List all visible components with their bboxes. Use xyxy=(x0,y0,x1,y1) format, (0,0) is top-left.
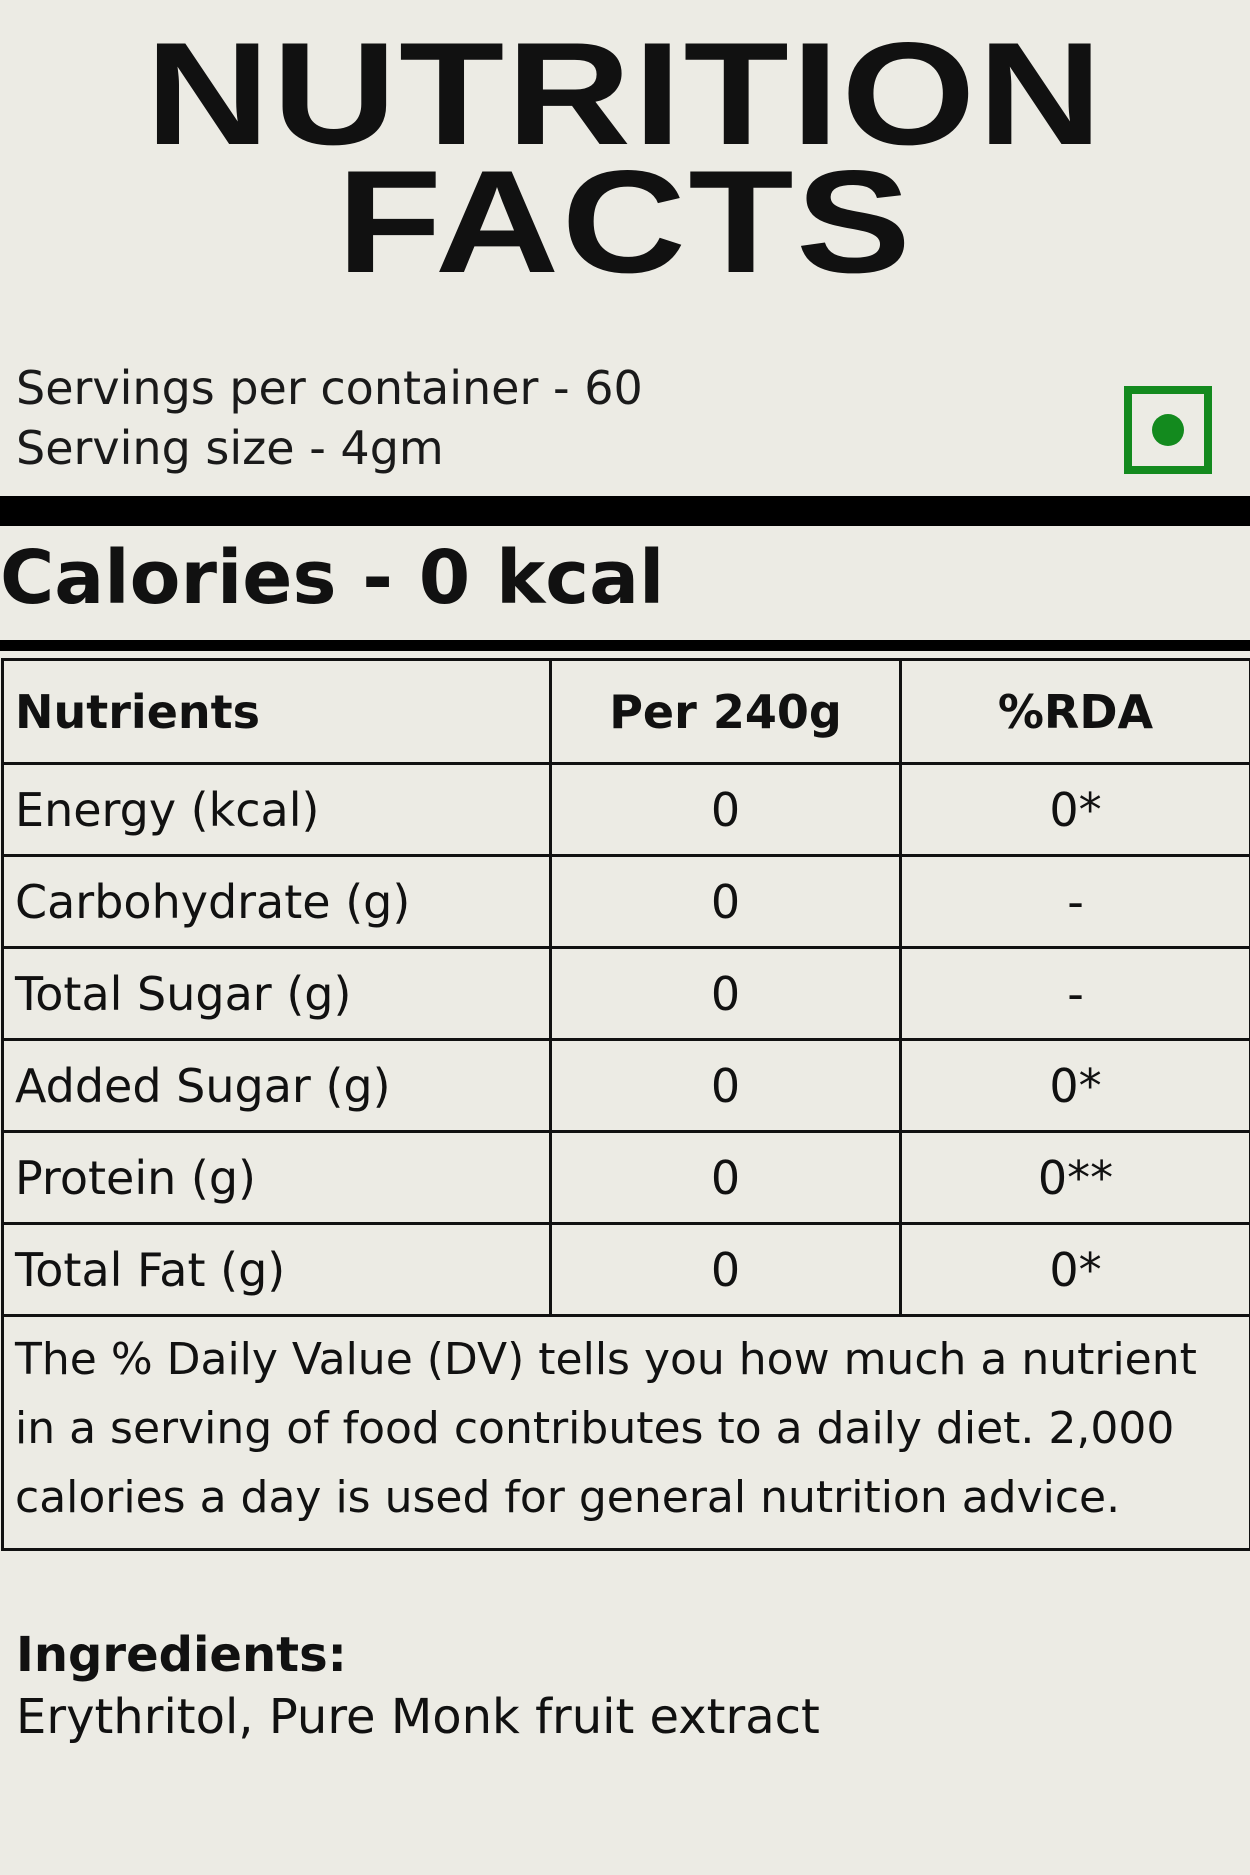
divider-thin xyxy=(0,640,1250,651)
nutrient-name: Protein (g) xyxy=(1,1130,552,1225)
nutrient-rda: - xyxy=(899,946,1250,1041)
nutrient-amount: 0 xyxy=(549,946,902,1041)
nutrient-rda: 0** xyxy=(899,1130,1250,1225)
calories-heading: Calories - 0 kcal xyxy=(0,535,665,621)
title-line-1: NUTRITION xyxy=(145,12,1105,175)
nutrient-amount: 0 xyxy=(549,762,902,857)
table-row: Protein (g) 0 0** xyxy=(1,1130,1250,1225)
nutrient-amount: 0 xyxy=(549,1130,902,1225)
servings-per-container: Servings per container - 60 xyxy=(16,361,643,415)
serving-info: Servings per container - 60 Serving size… xyxy=(16,358,643,478)
page-title: NUTRITION FACTS xyxy=(0,12,1250,303)
serving-size: Serving size - 4gm xyxy=(16,421,444,475)
table-row: Energy (kcal) 0 0* xyxy=(1,762,1250,857)
nutrient-rda: 0* xyxy=(899,762,1250,857)
ingredients-section: Ingredients: Erythritol, Pure Monk fruit… xyxy=(16,1624,820,1748)
nutrient-name: Added Sugar (g) xyxy=(1,1038,552,1133)
nutrition-table: Nutrients Per 240g %RDA Energy (kcal) 0 … xyxy=(1,658,1250,1551)
nutrient-name: Energy (kcal) xyxy=(1,762,552,857)
nutrient-rda: 0* xyxy=(899,1038,1250,1133)
ingredients-label: Ingredients: xyxy=(16,1627,347,1683)
title-line-2: FACTS xyxy=(336,140,914,303)
table-row: Total Fat (g) 0 0* xyxy=(1,1222,1250,1317)
nutrient-amount: 0 xyxy=(549,1038,902,1133)
divider-thick xyxy=(0,496,1250,526)
header-rda: %RDA xyxy=(899,658,1250,765)
daily-value-note-row: The % Daily Value (DV) tells you how muc… xyxy=(1,1314,1250,1551)
nutrient-name: Total Sugar (g) xyxy=(1,946,552,1041)
table-row: Total Sugar (g) 0 - xyxy=(1,946,1250,1041)
table-header-row: Nutrients Per 240g %RDA xyxy=(1,658,1250,765)
header-per-240g: Per 240g xyxy=(549,658,902,765)
vegetarian-dot xyxy=(1152,414,1184,446)
nutrient-amount: 0 xyxy=(549,854,902,949)
ingredients-list: Erythritol, Pure Monk fruit extract xyxy=(16,1689,820,1745)
daily-value-note: The % Daily Value (DV) tells you how muc… xyxy=(1,1314,1250,1551)
header-nutrients: Nutrients xyxy=(1,658,552,765)
nutrient-name: Carbohydrate (g) xyxy=(1,854,552,949)
vegetarian-mark-icon xyxy=(1124,386,1212,474)
nutrient-rda: - xyxy=(899,854,1250,949)
table-row: Carbohydrate (g) 0 - xyxy=(1,854,1250,949)
table-row: Added Sugar (g) 0 0* xyxy=(1,1038,1250,1133)
nutrient-rda: 0* xyxy=(899,1222,1250,1317)
nutrient-name: Total Fat (g) xyxy=(1,1222,552,1317)
nutrient-amount: 0 xyxy=(549,1222,902,1317)
